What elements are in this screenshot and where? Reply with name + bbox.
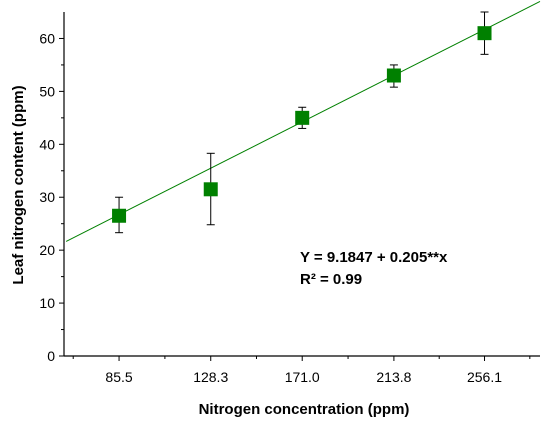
x-tick-label: 213.8 xyxy=(376,369,411,385)
x-tick-label: 171.0 xyxy=(285,369,320,385)
y-tick-label: 20 xyxy=(39,242,55,258)
y-axis-title: Leaf nitrogen content (ppm) xyxy=(10,85,27,284)
y-tick-label: 30 xyxy=(39,189,55,205)
y-tick-label: 40 xyxy=(39,136,55,152)
x-axis-title: Nitrogen concentration (ppm) xyxy=(199,401,410,418)
x-tick-label: 85.5 xyxy=(105,369,132,385)
regression-equation: Y = 9.1847 + 0.205**x xyxy=(300,249,448,266)
data-points xyxy=(112,26,492,223)
y-tick-label: 0 xyxy=(47,348,55,364)
data-point xyxy=(386,68,401,83)
y-tick-label: 60 xyxy=(39,30,55,46)
data-point xyxy=(112,208,127,223)
data-point xyxy=(295,110,310,125)
data-point xyxy=(203,182,218,197)
x-tick-label: 256.1 xyxy=(467,369,502,385)
y-tick-label: 10 xyxy=(39,295,55,311)
x-tick-label: 128.3 xyxy=(193,369,228,385)
data-point xyxy=(477,26,492,41)
axes xyxy=(59,12,540,361)
tick-labels: 0 10 20 30 40 50 60 85.5 128.3 171.0 213.8 256.1 xyxy=(39,30,502,385)
y-tick-label: 50 xyxy=(39,83,55,99)
r-squared-annotation: R² = 0.99 xyxy=(300,271,362,288)
